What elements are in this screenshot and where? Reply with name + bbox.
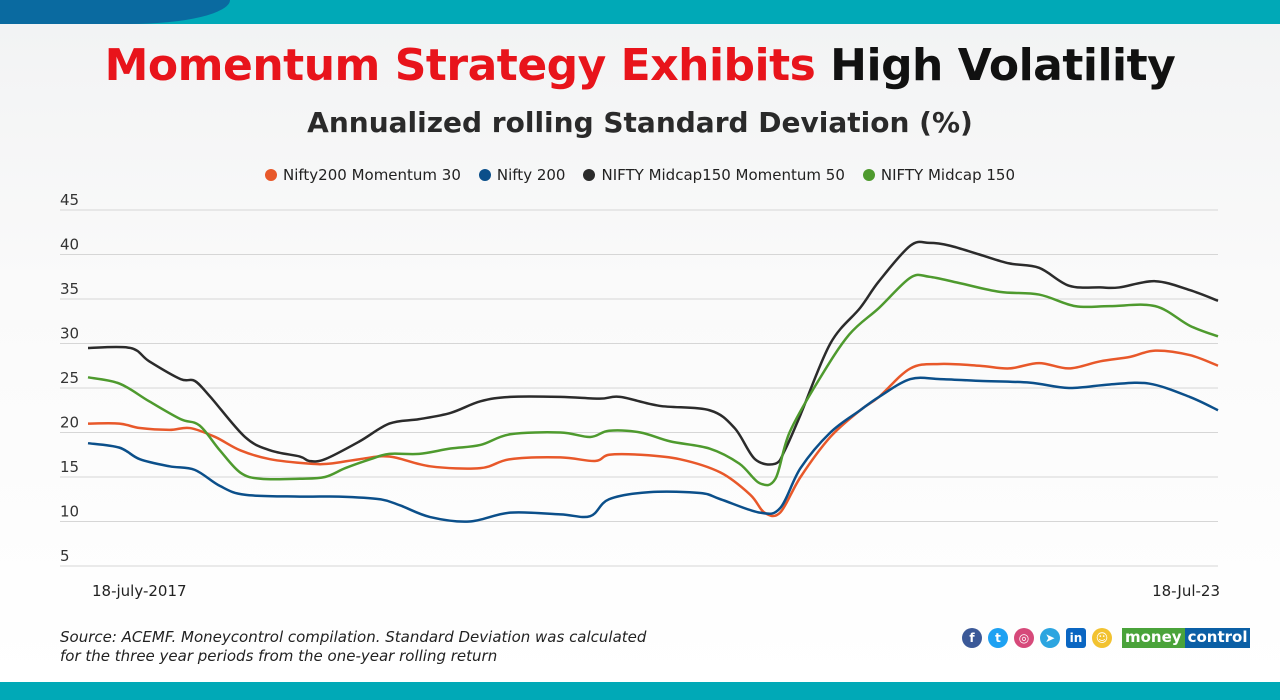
instagram-icon[interactable]: ◎ (1014, 628, 1034, 648)
source-line-2: for the three year periods from the one-… (60, 647, 498, 665)
legend-marker (862, 169, 875, 181)
background (0, 24, 1280, 682)
legend-label: NIFTY Midcap150 Momentum 50 (601, 166, 845, 184)
legend-item: Nifty 200 (478, 166, 566, 184)
legend-label: Nifty 200 (496, 166, 566, 184)
y-tick-label: 30 (60, 325, 79, 343)
top-band (0, 0, 1280, 24)
legend-marker (478, 169, 491, 181)
legend: Nifty200 Momentum 30 Nifty 200 NIFTY Midca… (0, 166, 1280, 184)
legend-item: NIFTY Midcap 150 (862, 166, 1015, 184)
legend-label: Nifty200 Momentum 30 (283, 166, 461, 184)
logo-part-money: money (1122, 628, 1185, 648)
moneycontrol-logo: money control (1122, 628, 1251, 648)
chart-title: Momentum Strategy Exhibits High Volatili… (0, 40, 1280, 91)
y-tick-label: 20 (60, 414, 79, 432)
series-line-nifty-midcap150-momentum-50 (87, 240, 1219, 466)
y-tick-label: 35 (60, 280, 79, 298)
linkedin-icon[interactable]: in (1066, 628, 1086, 648)
source-line-1: Source: ACEMF. Moneycontrol compilation.… (60, 628, 647, 646)
snapchat-icon[interactable]: ☺ (1092, 628, 1112, 648)
twitter-icon[interactable]: t (988, 628, 1008, 648)
y-tick-label: 25 (60, 369, 79, 387)
y-tick-label: 5 (60, 547, 70, 565)
series-line-nifty200-momentum-30 (87, 349, 1219, 518)
title-red: Momentum Strategy Exhibits (104, 40, 816, 91)
facebook-icon[interactable]: f (962, 628, 982, 648)
legend-marker (583, 169, 596, 181)
x-tick-label-start: 18-july-2017 (92, 582, 187, 600)
legend-marker (265, 169, 278, 181)
source-note: Source: ACEMF. Moneycontrol compilation.… (60, 628, 646, 666)
y-tick-label: 45 (60, 191, 79, 209)
social-links: f t ◎ ➤ in ☺ money control (962, 628, 1251, 648)
logo-part-control: control (1184, 628, 1251, 648)
bottom-band (0, 682, 1280, 700)
y-tick-label: 15 (60, 458, 79, 476)
series-line-nifty-200 (87, 376, 1219, 523)
y-tick-label: 10 (60, 503, 79, 521)
chart-subtitle: Annualized rolling Standard Deviation (%… (307, 106, 973, 139)
legend-item: Nifty200 Momentum 30 (265, 166, 461, 184)
series-line-nifty-midcap-150 (87, 273, 1219, 487)
telegram-icon[interactable]: ➤ (1040, 628, 1060, 648)
title-black: High Volatility (830, 40, 1176, 91)
legend-label: NIFTY Midcap 150 (880, 166, 1015, 184)
x-tick-label-end: 18-Jul-23 (1152, 582, 1220, 600)
legend-item: NIFTY Midcap150 Momentum 50 (583, 166, 845, 184)
y-tick-label: 40 (60, 236, 79, 254)
